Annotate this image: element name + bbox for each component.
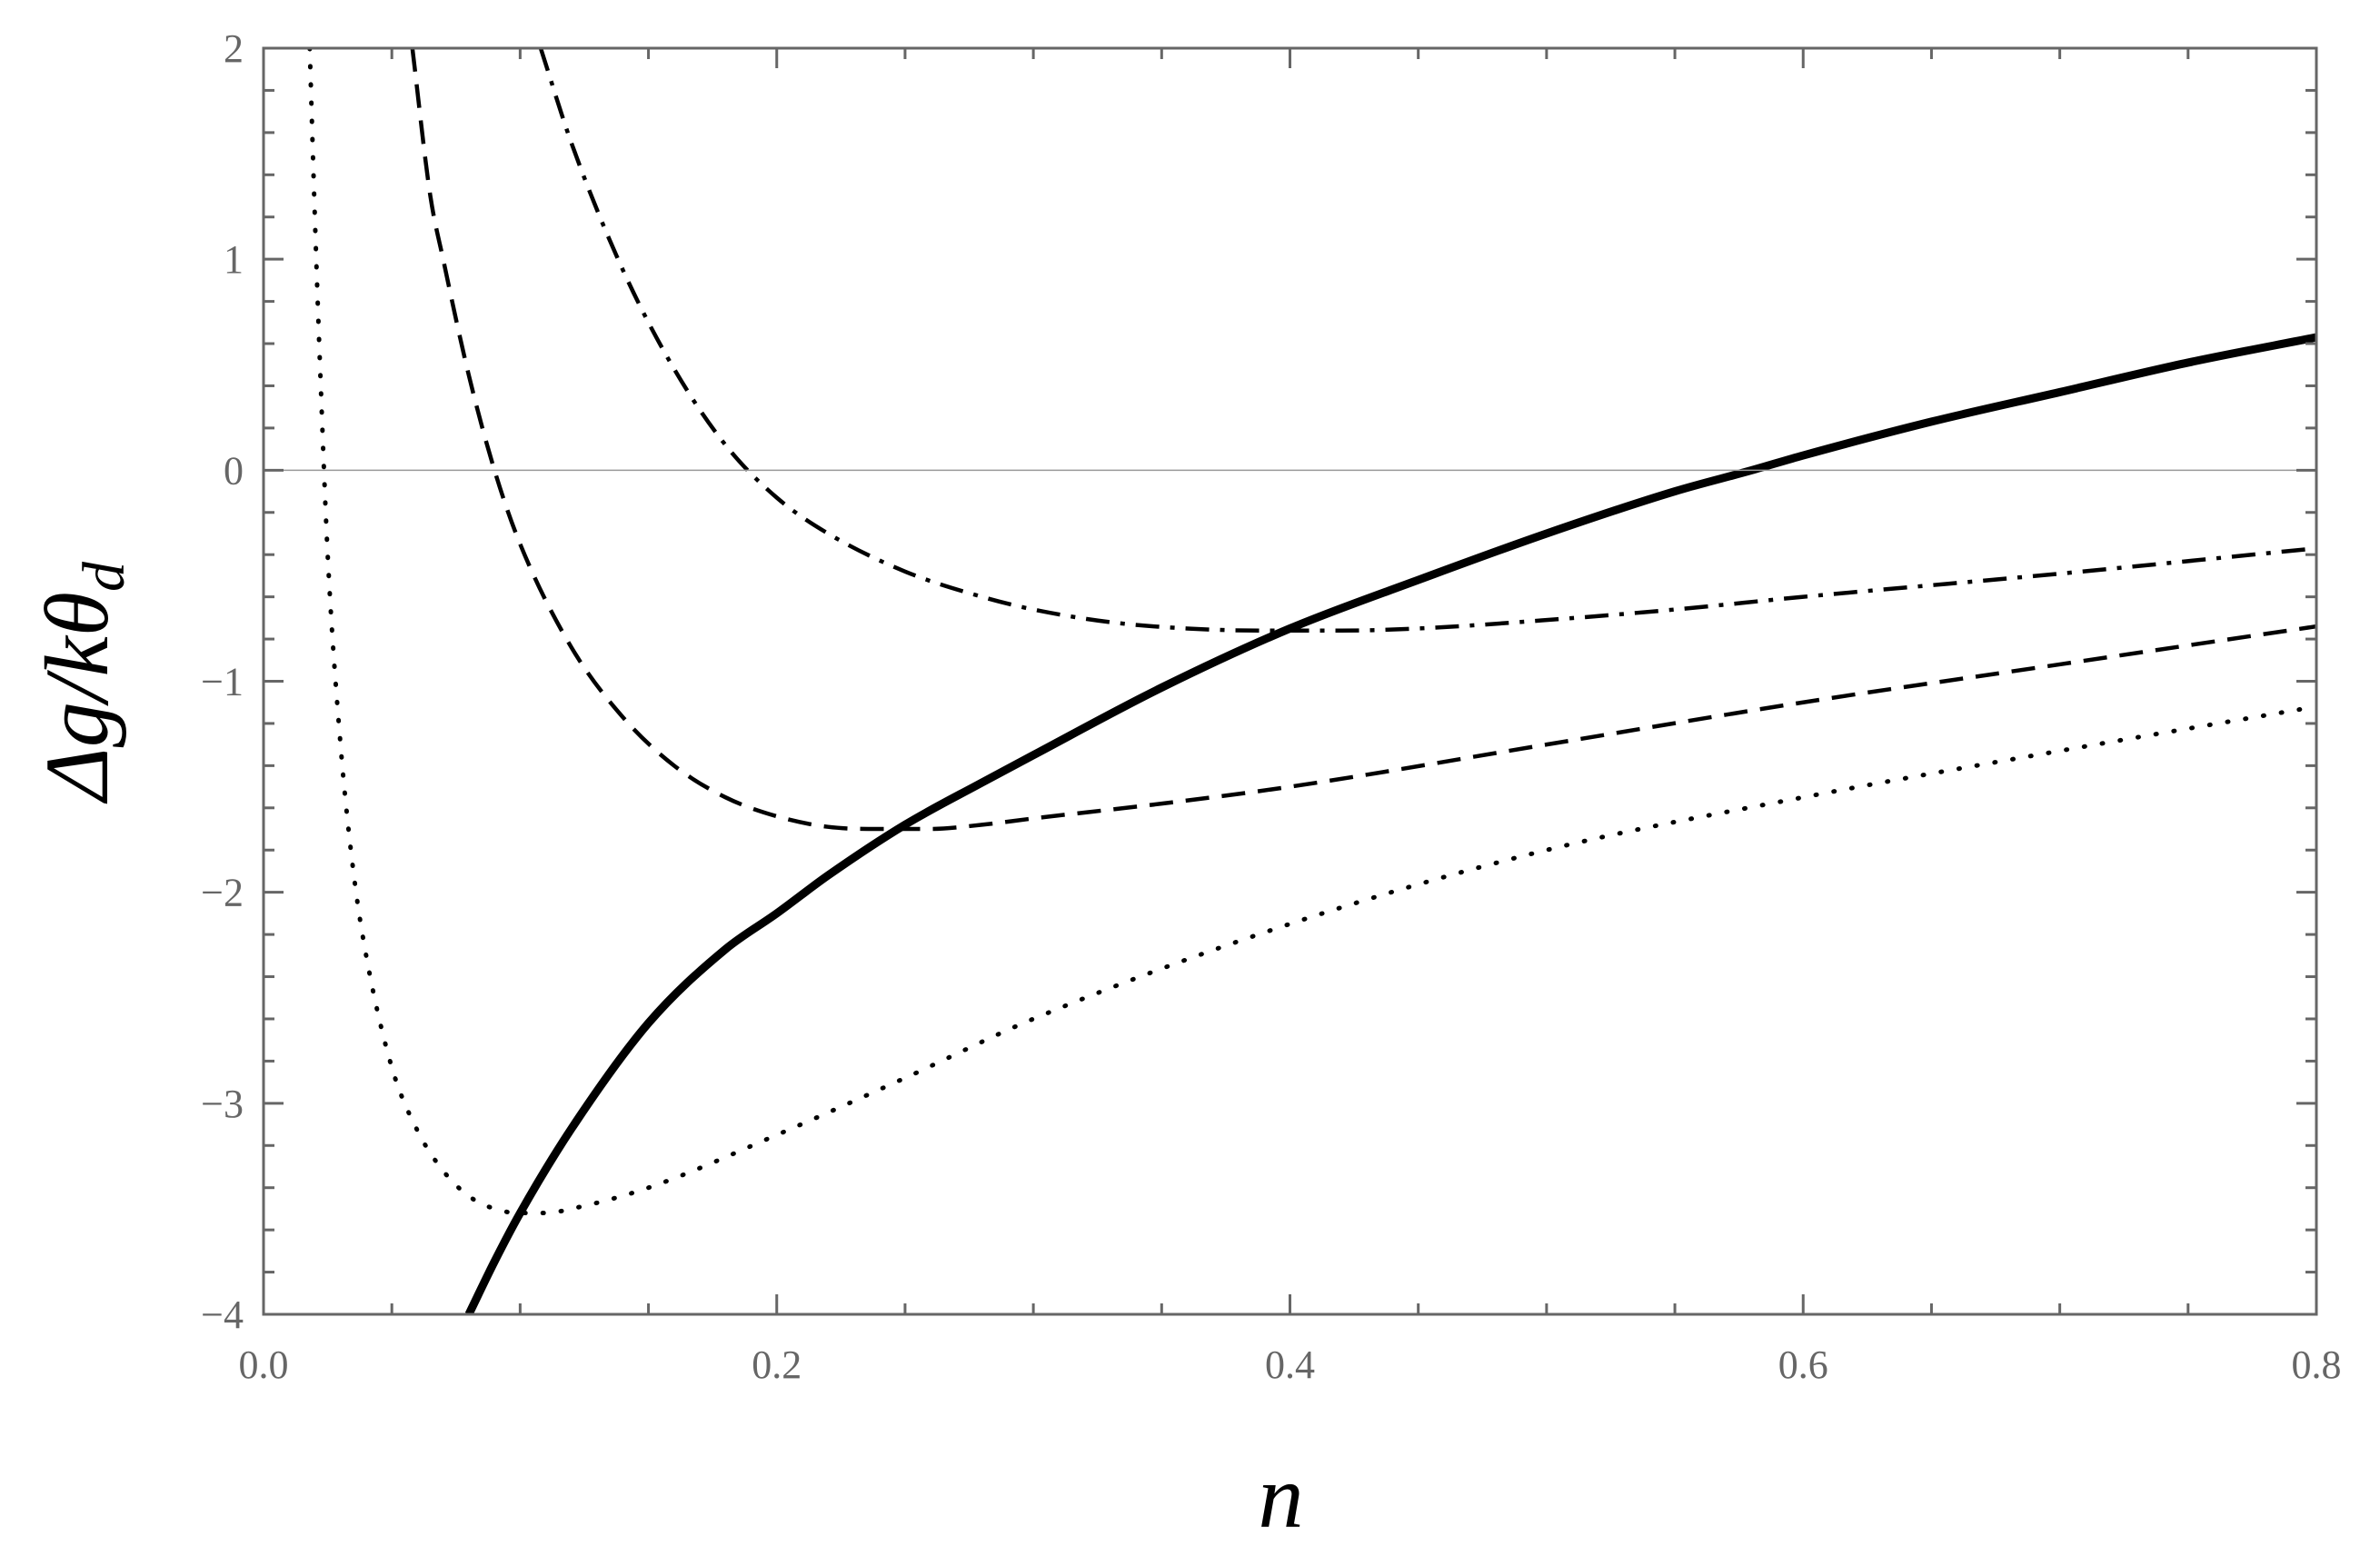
- y-axis-title: Δg/kθd: [26, 561, 137, 804]
- y-axis-title-main: Δg/kθ: [26, 592, 127, 804]
- x-tick-label: 0.8: [2292, 1342, 2342, 1387]
- x-tick-label: 0.4: [1265, 1342, 1315, 1387]
- x-tick-label: 0.2: [752, 1342, 802, 1387]
- x-tick-label: 0.0: [239, 1342, 289, 1387]
- y-tick-label: −3: [201, 1082, 244, 1126]
- series-line-dotted: [307, 48, 2316, 1216]
- y-tick-label: −1: [201, 660, 244, 704]
- series-line-solid: [464, 333, 2316, 1314]
- series-line-dashed: [410, 48, 2316, 832]
- y-tick-label: 2: [224, 26, 244, 71]
- x-axis-title: n: [1259, 1446, 1304, 1547]
- y-axis-title-subscript: d: [71, 561, 137, 592]
- series-layer: [307, 48, 2316, 1314]
- y-tick-label: 1: [224, 237, 244, 282]
- tick-layer: [262, 46, 2318, 1316]
- series-line-dash-dot: [538, 48, 2316, 634]
- y-tick-label: −2: [201, 871, 244, 915]
- y-tick-label: 0: [224, 448, 244, 493]
- x-tick-label: 0.6: [1778, 1342, 1828, 1387]
- y-tick-label: −4: [201, 1293, 244, 1337]
- tick-label-layer: 0.0 0.2 0.4 0.6 0.8 −4 −3 −2 −1 0 1 2: [201, 26, 2341, 1387]
